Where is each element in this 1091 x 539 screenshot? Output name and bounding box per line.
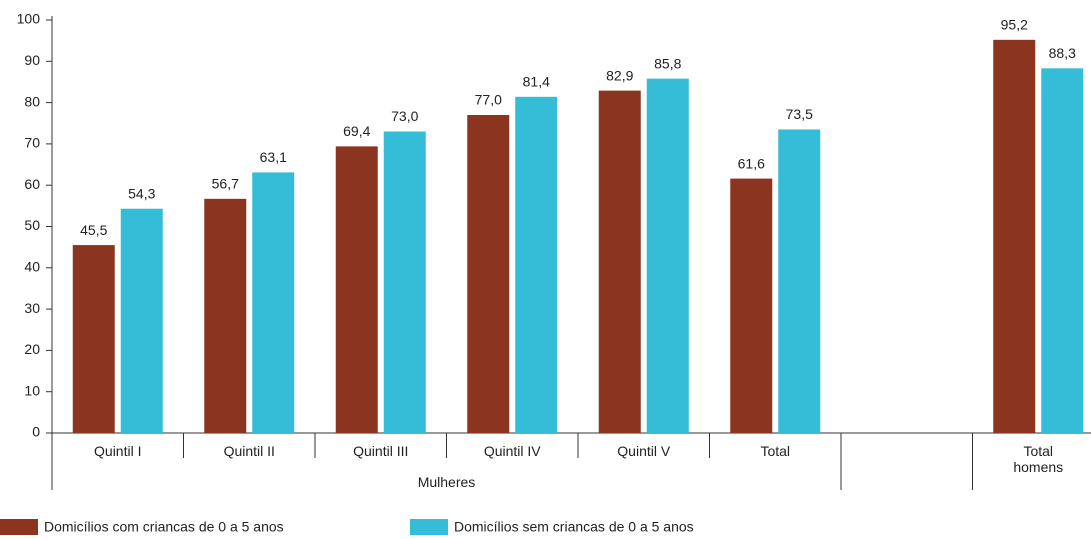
y-tick-label: 80 (24, 93, 40, 109)
bar (335, 146, 378, 434)
y-tick-label: 40 (24, 259, 40, 275)
y-tick-label: 0 (32, 424, 40, 440)
x-tick-label: Total (760, 443, 791, 459)
value-label: 95,2 (1001, 17, 1028, 33)
bar (1041, 68, 1084, 434)
x-tick-label: Quintil III (353, 443, 409, 459)
legend-label: Domicílios com criancas de 0 a 5 anos (44, 519, 284, 535)
value-label: 88,3 (1049, 45, 1076, 61)
y-tick-label: 50 (24, 217, 40, 233)
y-tick-label: 20 (24, 341, 40, 357)
y-tick-label: 70 (24, 135, 40, 151)
y-tick-label: 100 (17, 11, 41, 27)
x-tick-label: Quintil I (94, 443, 142, 459)
bar (646, 78, 689, 434)
value-label: 69,4 (343, 123, 370, 139)
bar (72, 245, 115, 433)
value-label: 63,1 (260, 149, 287, 165)
value-label: 45,5 (80, 222, 107, 238)
bar (467, 114, 510, 434)
legend-swatch (0, 519, 38, 535)
x-tick-label: Quintil IV (483, 443, 541, 459)
value-label: 81,4 (523, 74, 550, 90)
y-tick-label: 10 (24, 382, 40, 398)
legend-swatch (410, 519, 448, 535)
y-tick-label: 30 (24, 300, 40, 316)
legend-label: Domicílios sem criancas de 0 a 5 anos (454, 519, 694, 535)
value-label: 73,0 (391, 108, 418, 124)
x-tick-label: Quintil V (617, 443, 671, 459)
bar (598, 90, 641, 434)
value-label: 82,9 (606, 67, 633, 83)
value-label: 73,5 (786, 106, 813, 122)
bar (204, 198, 247, 433)
y-tick-label: 60 (24, 176, 40, 192)
bar (730, 178, 773, 433)
x-tick-label: Total homens (1013, 443, 1064, 475)
value-label: 54,3 (128, 185, 155, 201)
group-label: Mulheres (417, 474, 476, 490)
bar (778, 129, 821, 433)
bar (120, 208, 163, 433)
x-tick-label: Quintil II (223, 443, 275, 459)
bar (993, 39, 1036, 433)
bar (383, 131, 426, 433)
value-label: 61,6 (738, 155, 765, 171)
value-label: 56,7 (212, 176, 239, 192)
bar (515, 96, 558, 434)
y-tick-label: 90 (24, 52, 40, 68)
value-label: 77,0 (475, 92, 502, 108)
value-label: 85,8 (654, 55, 681, 71)
bar (252, 172, 295, 433)
